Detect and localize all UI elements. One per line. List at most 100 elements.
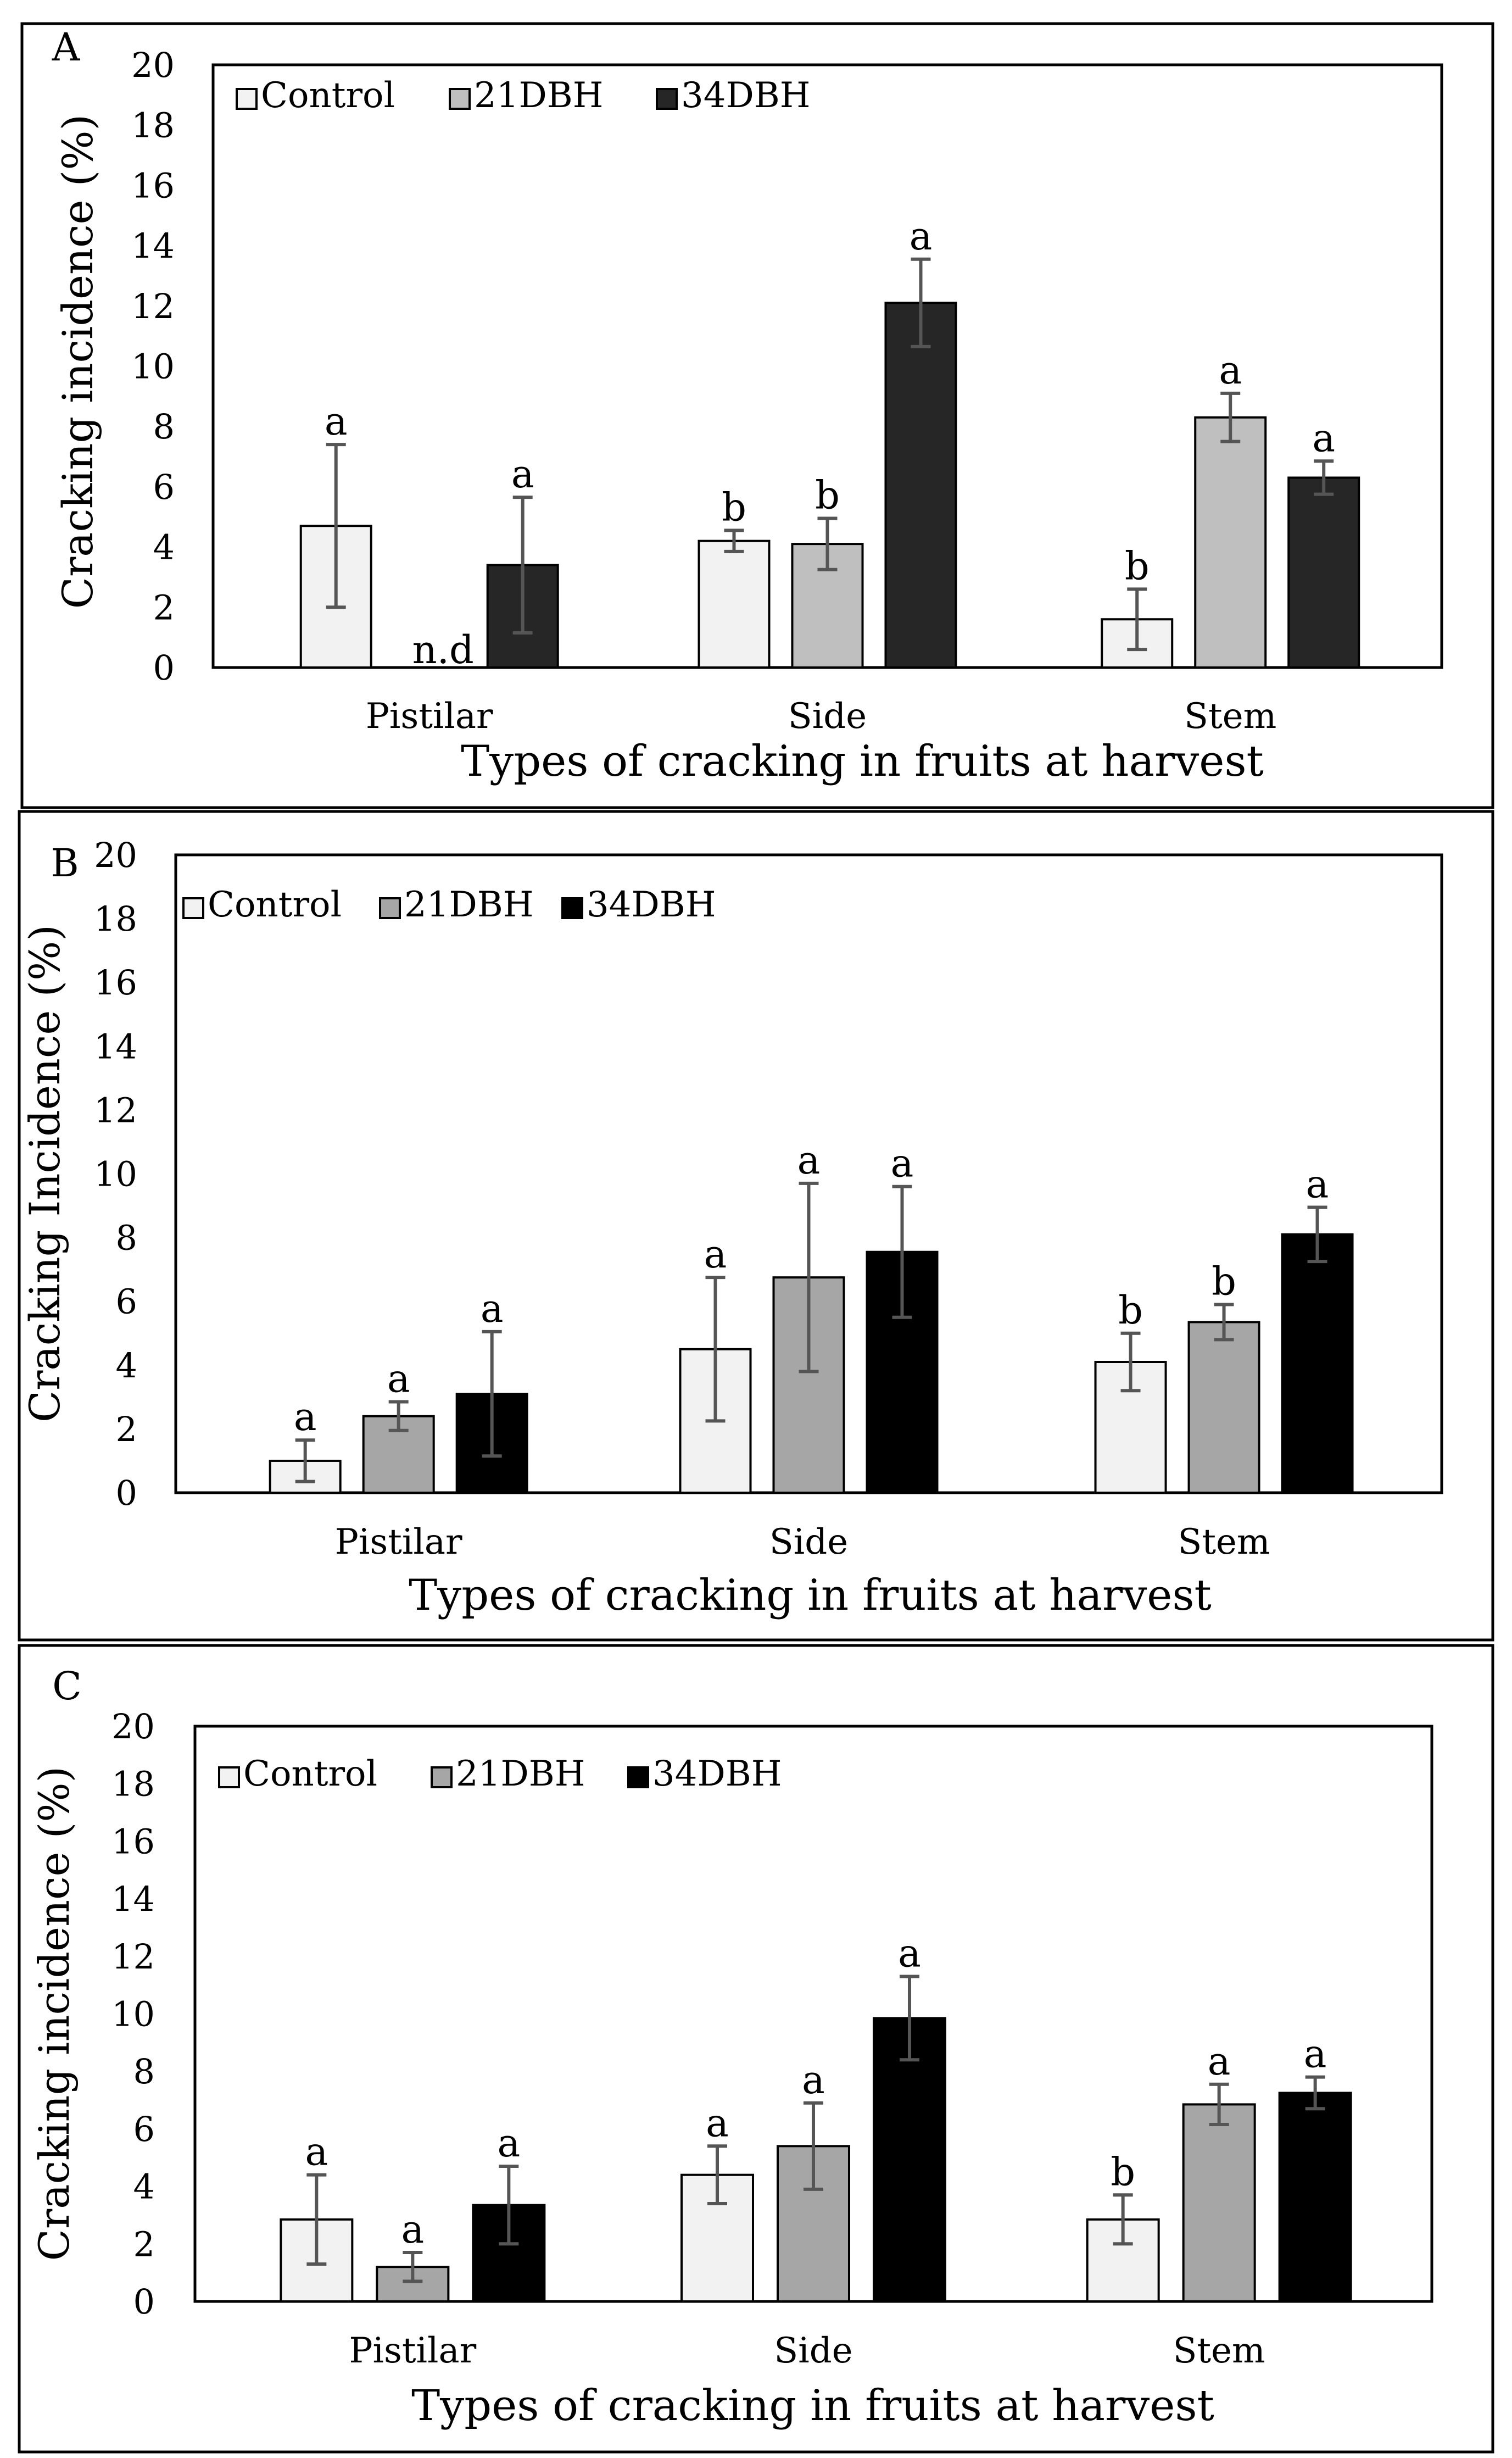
y-tick-label: 10 [94,1154,137,1194]
significance-letter: a [1208,2039,1231,2084]
error-bar [705,1276,726,1423]
error-bar [724,529,744,553]
error-bar [911,257,931,348]
significance-letter: a [1312,415,1335,460]
bar-21dbh [1182,2103,1256,2303]
y-tick-label: 18 [94,899,137,939]
y-tick-label: 8 [116,1218,137,1258]
y-tick-label: 4 [133,2167,155,2207]
y-tick-label: 2 [116,1409,137,1449]
y-tick-label: 6 [133,2109,155,2149]
y-tick-label: 16 [94,963,137,1003]
bar-34dbh [1278,2092,1352,2303]
x-tick-label: Side [774,2331,852,2371]
bar-34dbh [884,302,957,669]
significance-letter: b [1212,1259,1236,1304]
significance-letter: a [294,1394,317,1439]
error-bar [817,516,838,571]
y-tick-label: 4 [153,527,175,568]
y-tick-label: 2 [133,2224,155,2264]
x-axis-label: Types of cracking in fruits at harvest [411,2381,1214,2431]
panel-frame [20,22,1494,809]
error-bar [499,2164,519,2246]
legend-swatch [449,88,471,110]
legend-label: 34DBH [681,75,811,116]
error-bar [799,1181,819,1373]
significance-letter: a [481,1286,504,1331]
x-tick-label: Pistilar [349,2331,476,2371]
significance-letter: b [1125,543,1150,588]
chart-panel-a: A 0 2 4 6 8 10 12 14 16 18 20 Cracking incidence (%)… [20,22,1494,809]
error-bar [1314,459,1334,496]
y-axis-label: Cracking incidence (%) [30,1766,79,2261]
legend-label: 21DBH [474,75,604,116]
y-tick-label: 14 [111,1879,155,1919]
legend: Control 21DBH 34DBH [236,75,811,116]
legend-swatch [656,88,678,110]
x-tick-label: Side [788,696,867,737]
y-tick-label: 12 [111,1937,155,1977]
x-tick-label: Side [769,1522,848,1562]
y-tick-label: 18 [131,105,175,146]
significance-letter: a [802,2057,825,2103]
significance-letter: a [325,399,348,444]
legend-swatch [431,1766,453,1788]
legend-swatch [627,1766,649,1788]
error-bar [1113,2193,1133,2246]
error-bar [482,1330,502,1458]
bar-34dbh [1281,1233,1354,1494]
legend: Control 21DBH 34DBH [218,1754,782,1794]
legend-swatch [236,88,258,110]
error-bar [1127,587,1147,652]
significance-letter: a [401,2207,424,2252]
y-axis-label: Cracking Incidence (%) [20,925,69,1422]
y-tick-label: 16 [131,165,175,205]
chart-panel-c: C 0 2 4 6 8 10 12 14 16 18 20 Cracking incidence (%)… [18,1644,1494,2454]
y-tick-label: 8 [133,2051,155,2092]
error-bar [1305,2075,1325,2111]
significance-letter: a [305,2129,328,2175]
y-tick-label: 12 [131,286,175,326]
error-bar [1214,1303,1234,1342]
legend: Control 21DBH 34DBH [182,885,716,925]
y-tick-label: 8 [153,407,175,447]
x-tick-label: Stem [1178,1522,1270,1562]
bar-34dbh [1287,476,1360,669]
significance-letter: a [898,1931,921,1976]
y-tick-label: 2 [153,587,175,627]
panel-label: C [52,1664,82,1709]
error-bar [388,1400,409,1432]
chart-panel-b: B 0 2 4 6 8 10 12 14 16 18 20 Cracking Incidence (%)… [18,810,1494,1642]
legend-swatch [218,1766,240,1788]
y-tick-label: 10 [131,347,175,387]
error-bar [1307,1205,1327,1264]
error-bar [1209,2082,1229,2127]
legend-label: Control [261,75,395,116]
significance-letter: a [511,452,534,497]
y-tick-label: 0 [116,1473,137,1513]
y-tick-label: 16 [111,1821,155,1861]
x-axis-label: Types of cracking in fruits at harvest [461,737,1264,786]
significance-letter: n.d [412,627,474,672]
panel-label: B [51,841,79,886]
y-tick-label: 6 [153,467,175,507]
significance-letter: b [722,485,746,530]
error-bar [900,1975,919,2062]
significance-letter: a [1304,2032,1327,2077]
significance-letter: a [910,214,933,259]
significance-letter: a [497,2121,520,2166]
y-tick-label: 12 [94,1090,137,1130]
legend-swatch [182,897,204,919]
error-bar [1220,391,1241,443]
legend-label: Control [243,1754,377,1794]
x-tick-label: Stem [1184,696,1276,737]
y-tick-label: 14 [131,226,175,266]
y-tick-label: 0 [133,2282,155,2322]
significance-letter: a [1219,348,1242,393]
panel-label: A [52,25,81,70]
significance-letter: b [1111,2149,1135,2194]
error-bar [512,496,533,635]
y-tick-label: 4 [116,1345,137,1386]
error-bar [295,1438,315,1483]
